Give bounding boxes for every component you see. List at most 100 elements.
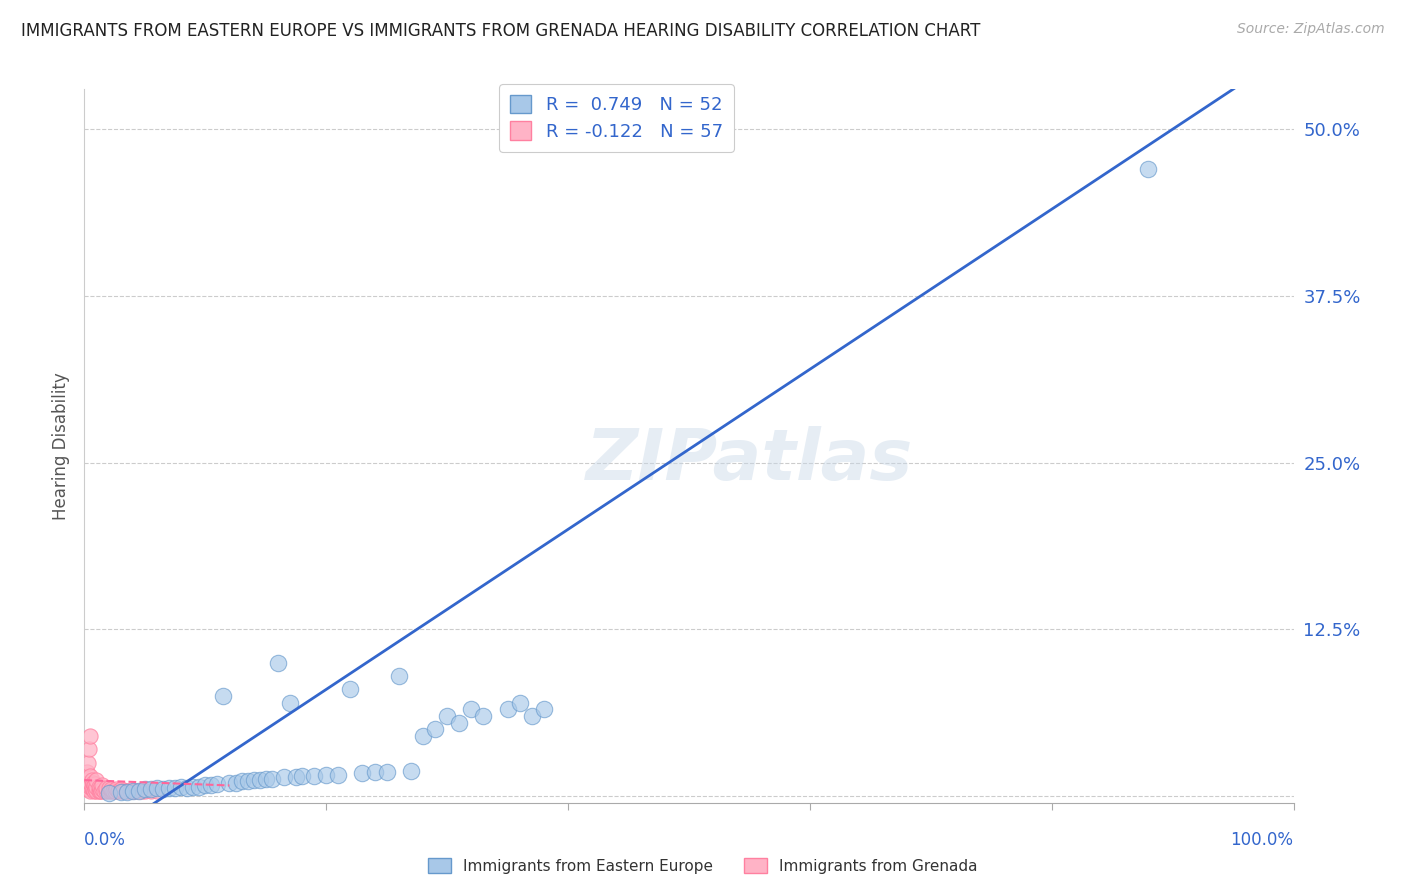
Point [121,784,143,798]
Legend: Immigrants from Eastern Europe, Immigrants from Grenada: Immigrants from Eastern Europe, Immigran… [422,852,984,880]
Point [97,781,120,796]
Point [97,784,120,798]
Point [100,784,122,798]
Point [87,780,110,794]
Point [104,784,127,798]
Point [509,696,531,710]
Point [134,784,156,798]
Point [249,773,271,788]
Point [89,784,111,798]
Point [194,779,217,793]
Point [131,784,153,798]
Point [146,781,169,796]
Point [291,769,314,783]
Point [236,774,259,789]
Point [87,784,110,798]
Point [89,781,111,796]
Point [76,779,98,793]
Text: Source: ZipAtlas.com: Source: ZipAtlas.com [1237,22,1385,37]
Point [242,773,264,788]
Point [254,772,277,786]
Point [77,742,100,756]
Point [121,784,143,798]
Point [436,709,458,723]
Point [273,771,295,785]
Point [77,756,100,770]
Point [86,784,108,798]
Point [200,779,222,793]
Point [157,781,180,796]
Point [79,769,101,783]
Point [115,785,138,799]
Point [79,780,101,794]
Point [100,782,122,797]
Point [76,782,98,797]
Point [77,782,100,797]
Point [363,765,385,780]
Point [399,764,422,778]
Point [91,782,114,797]
Point [77,776,100,790]
Point [284,771,308,785]
Point [152,782,174,797]
Point [533,702,555,716]
Point [352,766,374,780]
Point [188,780,211,794]
Point [82,776,104,790]
Point [86,780,108,794]
Point [84,782,107,797]
Point [212,689,235,703]
Point [90,784,112,798]
Legend: R =  0.749   N = 52, R = -0.122   N = 57: R = 0.749 N = 52, R = -0.122 N = 57 [499,84,734,152]
Point [520,709,543,723]
Point [84,777,107,791]
Point [115,784,138,798]
Point [107,784,129,798]
Point [120,784,142,798]
Point [76,765,98,780]
Point [260,772,283,786]
Point [110,784,132,798]
Point [278,696,301,710]
Point [91,779,114,793]
Point [77,781,100,796]
Point [124,784,146,798]
Point [267,656,290,670]
Point [79,776,101,790]
Point [93,784,115,798]
Text: 100.0%: 100.0% [1230,831,1294,849]
Point [77,779,100,793]
Point [76,773,98,788]
Point [139,784,162,798]
Point [80,781,103,796]
Text: 0.0%: 0.0% [84,831,127,849]
Point [79,784,101,798]
Point [82,782,104,797]
Point [94,781,117,796]
Point [496,702,519,716]
Point [388,669,411,683]
Y-axis label: Hearing Disability: Hearing Disability [52,372,70,520]
Point [80,773,103,788]
Point [128,784,150,798]
Point [83,779,105,793]
Point [315,768,337,782]
Text: IMMIGRANTS FROM EASTERN EUROPE VS IMMIGRANTS FROM GRENADA HEARING DISABILITY COR: IMMIGRANTS FROM EASTERN EUROPE VS IMMIGR… [21,22,980,40]
Point [86,773,108,788]
Point [302,769,325,783]
Point [225,776,247,790]
Point [115,784,138,798]
Point [128,784,150,798]
Point [218,776,240,790]
Point [139,782,162,797]
Point [170,780,193,794]
Point [412,729,434,743]
Point [207,777,229,791]
Point [110,782,132,797]
Point [104,782,127,797]
Point [79,729,101,743]
Point [472,709,495,723]
Point [97,787,120,801]
Point [134,782,156,797]
Point [339,682,361,697]
